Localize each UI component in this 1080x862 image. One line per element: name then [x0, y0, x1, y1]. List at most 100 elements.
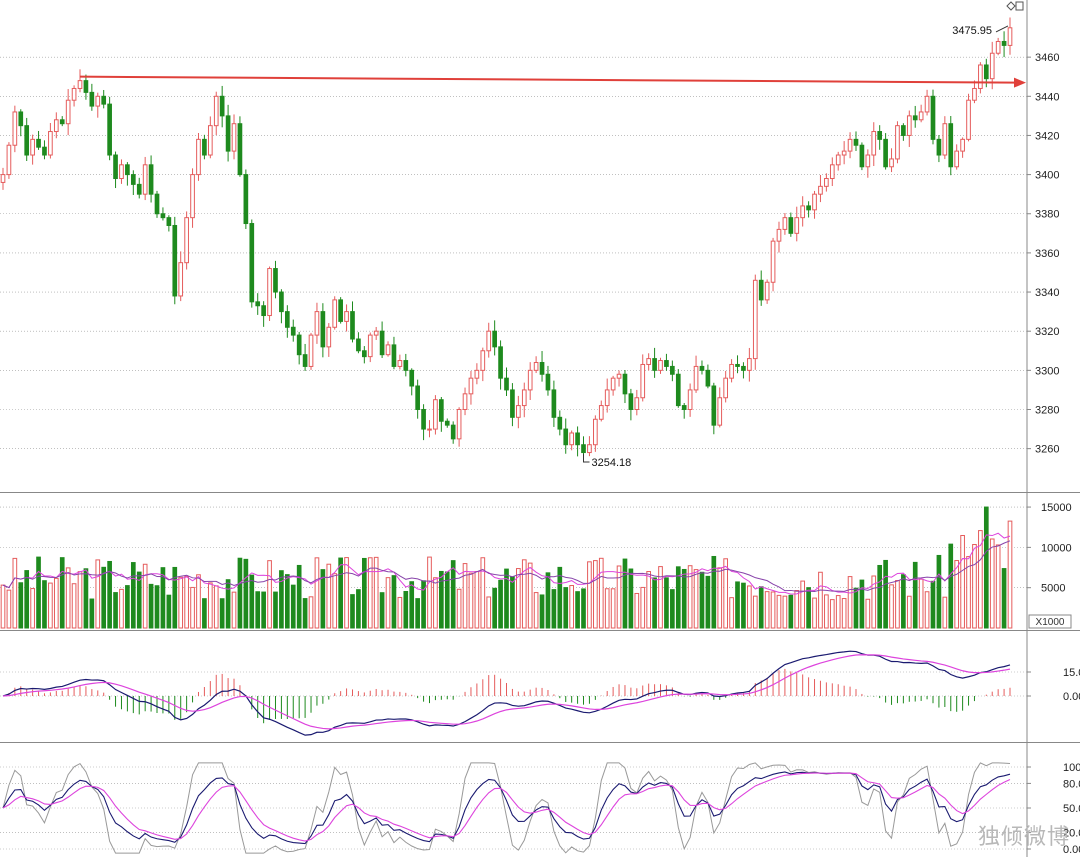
- volume-bar: [474, 570, 480, 629]
- volume-bar: [142, 563, 148, 629]
- candle-body: [859, 144, 865, 168]
- candle-body: [918, 111, 924, 121]
- volume-tick-label: 10000: [1041, 542, 1072, 554]
- candle-body: [196, 138, 201, 176]
- candle-body: [693, 365, 699, 391]
- volume-bar: [290, 584, 296, 629]
- volume-bar: [752, 595, 758, 629]
- candle-body: [421, 408, 426, 430]
- volume-bar: [314, 557, 320, 629]
- candle-body: [373, 330, 379, 336]
- volume-bar: [622, 558, 628, 629]
- volume-bar: [267, 560, 272, 629]
- volume-bar: [978, 530, 983, 629]
- volume-tick-label: 15000: [1041, 502, 1072, 514]
- volume-bar: [847, 576, 853, 629]
- volume-bar: [338, 557, 343, 629]
- candle-body: [628, 393, 634, 410]
- candle-body: [533, 362, 539, 371]
- volume-bar: [71, 583, 77, 629]
- volume-bar: [989, 538, 995, 629]
- candle-body: [439, 399, 444, 422]
- volume-bar: [687, 565, 693, 629]
- candle-body: [877, 131, 883, 140]
- volume-bar: [225, 579, 231, 629]
- candle-body: [871, 131, 877, 156]
- candle-body: [243, 174, 249, 225]
- candle-body: [213, 95, 219, 127]
- volume-bar: [83, 568, 89, 629]
- volume-bar: [806, 587, 811, 629]
- volume-bar: [207, 582, 213, 629]
- volume-bar: [261, 591, 266, 629]
- candle-body: [12, 111, 18, 146]
- low-annotation-label: 3254.18: [592, 457, 632, 469]
- volume-bar: [18, 582, 24, 629]
- volume-bar: [960, 535, 965, 629]
- volume-ma10-line: [2, 540, 1011, 592]
- candle-body: [273, 268, 278, 293]
- candle-body: [747, 358, 752, 371]
- kdj-tick-label: 20.00: [1063, 828, 1080, 840]
- volume-bar: [101, 566, 107, 629]
- candle-body: [889, 158, 894, 168]
- volume-bar: [717, 567, 723, 629]
- high-annotation-label: 3475.95: [952, 25, 992, 37]
- volume-bar: [350, 594, 355, 629]
- price-tick-label: 3320: [1035, 326, 1059, 338]
- volume-bar: [912, 561, 918, 629]
- candle-body: [190, 174, 195, 219]
- volume-bar: [551, 589, 557, 629]
- volume-bar: [853, 587, 859, 629]
- volume-bar: [498, 579, 503, 629]
- volume-bar: [166, 594, 172, 629]
- candle-body: [71, 87, 77, 101]
- volume-bar: [403, 590, 409, 629]
- candle-body: [107, 103, 112, 156]
- volume-bar: [539, 594, 545, 629]
- volume-bar: [818, 571, 823, 629]
- candle-body: [901, 125, 906, 136]
- volume-bar: [918, 578, 924, 629]
- macd-dif-line: [2, 650, 1011, 736]
- volume-bar: [883, 559, 888, 629]
- volume-bar: [782, 595, 788, 629]
- volume-bar: [723, 558, 729, 629]
- candle-body: [302, 354, 308, 367]
- volume-bar: [231, 591, 237, 629]
- candle-body: [332, 299, 338, 328]
- candle-body: [267, 268, 272, 317]
- volume-bar: [593, 560, 598, 629]
- candle-body: [735, 363, 740, 367]
- candle-body: [83, 80, 89, 93]
- candle-body: [53, 119, 59, 133]
- candle-body: [314, 311, 320, 336]
- volume-bar: [77, 571, 83, 629]
- candle-body: [119, 164, 124, 180]
- volume-bar: [527, 562, 533, 629]
- volume-bar: [516, 568, 521, 629]
- price-tick-label: 3380: [1035, 209, 1059, 221]
- volume-bar: [184, 576, 189, 629]
- volume-bar: [664, 577, 669, 629]
- volume-bar: [148, 583, 154, 629]
- candle-body: [95, 95, 101, 107]
- volume-bar: [1001, 568, 1007, 629]
- candle-body: [296, 334, 302, 356]
- candle-body: [853, 138, 859, 146]
- candle-body: [794, 217, 800, 234]
- candle-body: [675, 373, 681, 407]
- volume-bar: [486, 596, 492, 629]
- candle-body: [936, 138, 942, 156]
- candle-body: [0, 174, 6, 183]
- volume-bar: [30, 588, 35, 629]
- volume-bar: [557, 566, 563, 629]
- price-tick-label: 3420: [1035, 130, 1059, 142]
- volume-bar: [705, 575, 711, 629]
- candle-body: [569, 432, 574, 446]
- volume-bar: [770, 591, 776, 629]
- candle-body: [622, 373, 628, 395]
- candle-body: [48, 131, 53, 156]
- volume-bar: [172, 566, 178, 629]
